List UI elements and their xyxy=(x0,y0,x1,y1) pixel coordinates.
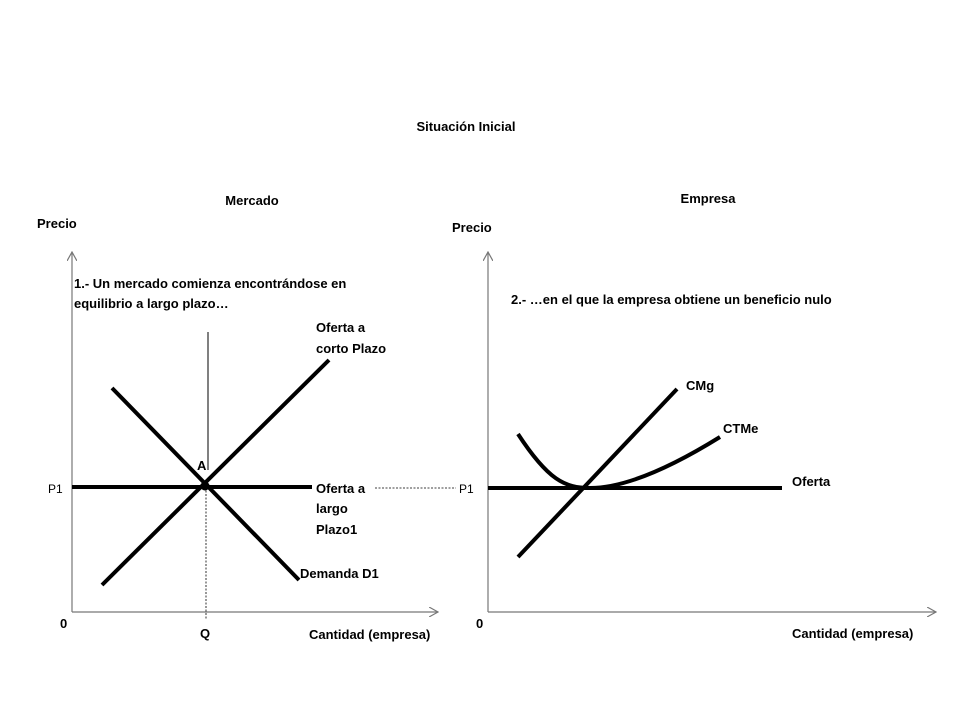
equilibrium-point xyxy=(200,481,210,491)
diagram-title: Situación Inicial xyxy=(417,119,516,134)
market-note-line1: 1.- Un mercado comienza encontrándose en xyxy=(74,276,346,291)
firm-x-axis-label: Cantidad (empresa) xyxy=(792,626,913,641)
average-cost-label: CTMe xyxy=(723,421,758,436)
firm-heading: Empresa xyxy=(681,191,737,206)
market-note-line2: equilibrio a largo plazo… xyxy=(74,296,229,311)
demand-label: Demanda D1 xyxy=(300,566,379,581)
market-panel: Mercado Precio 0 Cantidad (empresa) 1.- … xyxy=(37,193,456,642)
equilibrium-label: A xyxy=(197,458,207,473)
firm-origin-label: 0 xyxy=(476,616,483,631)
firm-price-label: P1 xyxy=(459,482,474,496)
long-run-supply-label-3: Plazo1 xyxy=(316,522,357,537)
firm-supply-label: Oferta xyxy=(792,474,831,489)
firm-y-axis-label: Precio xyxy=(452,220,492,235)
marginal-cost-label: CMg xyxy=(686,378,714,393)
average-cost-curve xyxy=(516,432,722,491)
long-run-supply-label-1: Oferta a xyxy=(316,481,366,496)
market-price-label: P1 xyxy=(48,482,63,496)
short-run-supply-curve xyxy=(100,358,331,587)
market-quantity-label: Q xyxy=(200,626,210,641)
marginal-cost-curve xyxy=(516,387,679,559)
short-run-supply-label-2: corto Plazo xyxy=(316,341,386,356)
long-run-supply-label-2: largo xyxy=(316,501,348,516)
market-origin-label: 0 xyxy=(60,616,67,631)
market-y-axis-label: Precio xyxy=(37,216,77,231)
short-run-supply-label-1: Oferta a xyxy=(316,320,366,335)
market-heading: Mercado xyxy=(225,193,279,208)
firm-note: 2.- …en el que la empresa obtiene un ben… xyxy=(511,292,832,307)
firm-panel: Empresa Precio 0 Cantidad (empresa) 2.- … xyxy=(452,191,936,641)
market-x-axis-label: Cantidad (empresa) xyxy=(309,627,430,642)
